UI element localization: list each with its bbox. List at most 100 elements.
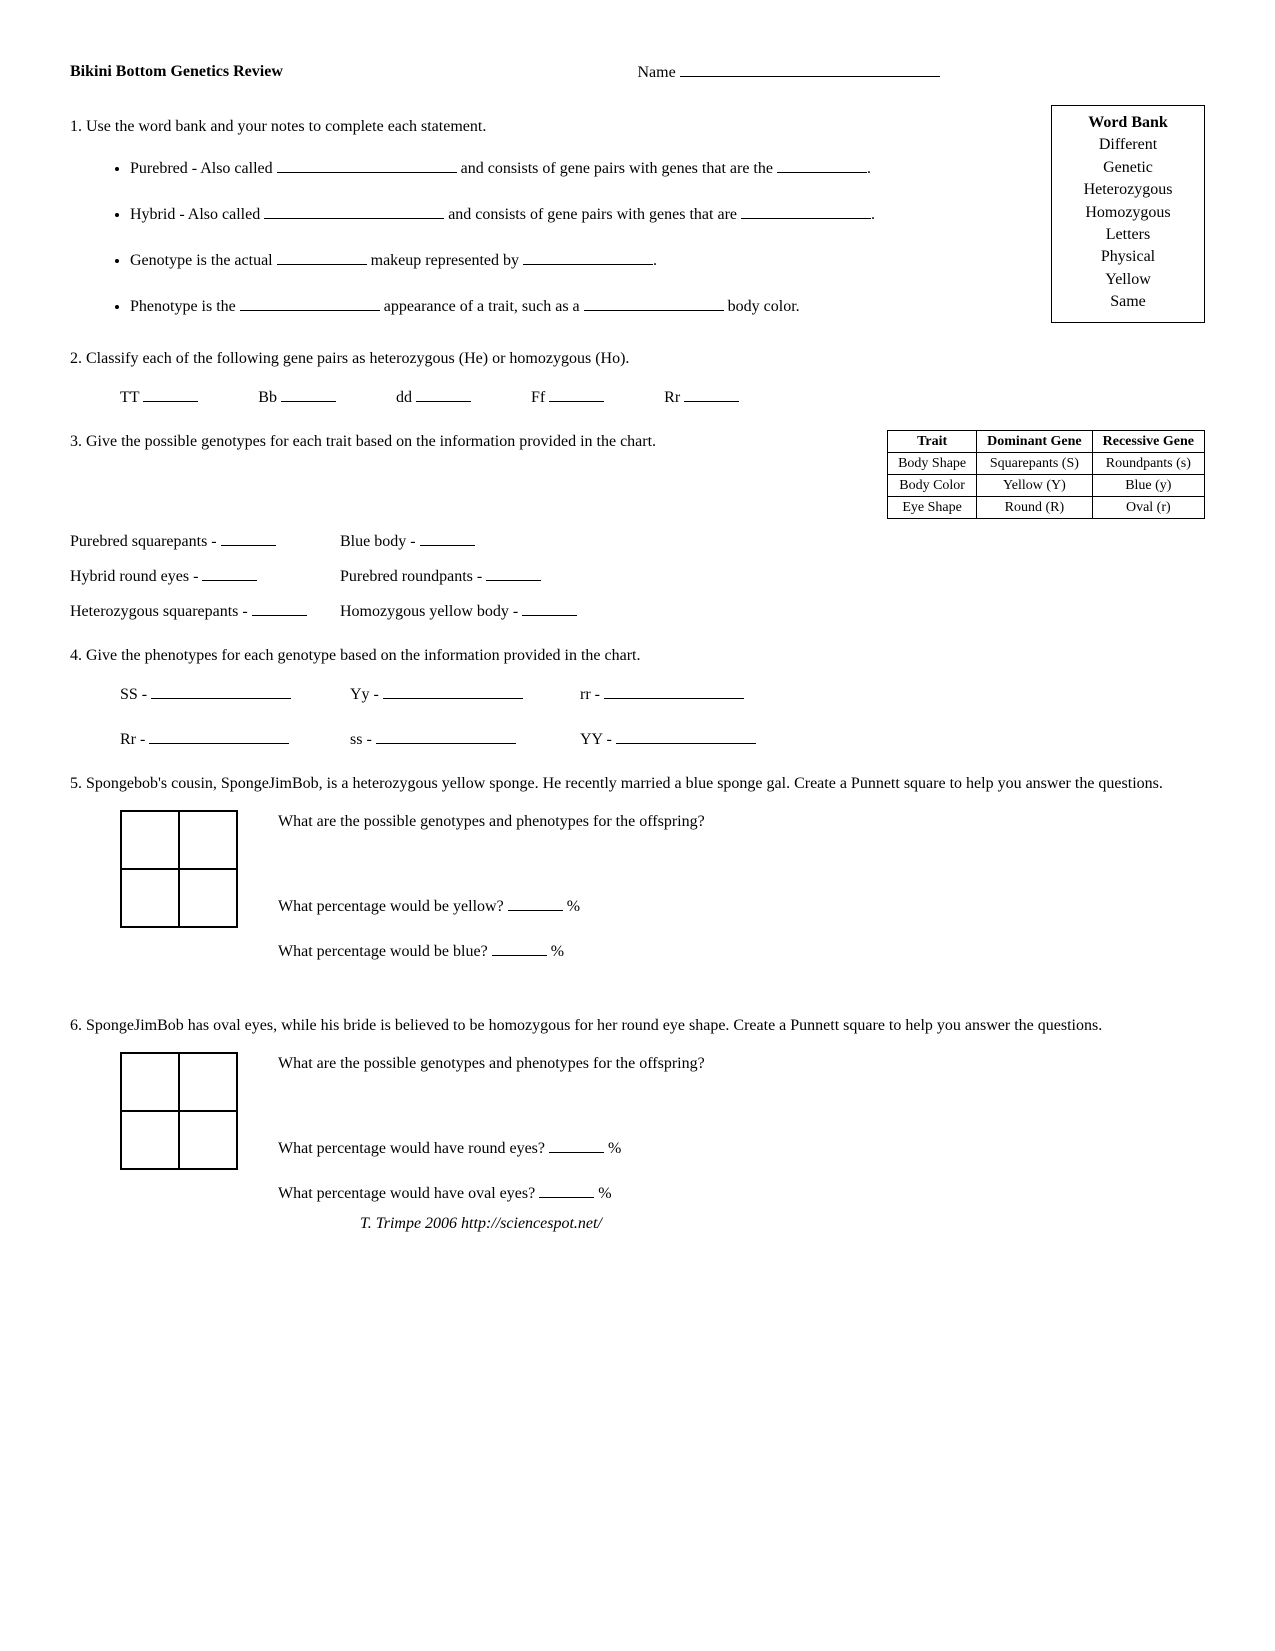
word-bank-item: Same xyxy=(1068,291,1188,313)
q6-sub-c: What percentage would have oval eyes? % xyxy=(278,1181,1205,1206)
word-bank-item: Different xyxy=(1068,134,1188,156)
gene-pair: TT xyxy=(120,385,198,410)
blank[interactable] xyxy=(416,385,471,402)
q3-item: Heterozygous squarepants - xyxy=(70,599,340,624)
text: Genotype is the actual xyxy=(130,252,273,269)
blank[interactable] xyxy=(584,294,724,311)
text: and consists of gene pairs with genes th… xyxy=(461,160,773,177)
q3-prompt: 3. Give the possible genotypes for each … xyxy=(70,430,867,454)
q3-item: Blue body - xyxy=(340,529,610,554)
q4-item: SS - xyxy=(120,682,350,707)
blank[interactable] xyxy=(684,385,739,402)
q3-items: Purebred squarepants - Blue body - Hybri… xyxy=(70,529,1205,624)
q1-bullets: Purebred - Also called and consists of g… xyxy=(70,153,1031,323)
page-title: Bikini Bottom Genetics Review xyxy=(70,60,638,85)
text: makeup represented by xyxy=(371,252,519,269)
blank[interactable] xyxy=(151,682,291,699)
blank[interactable] xyxy=(252,599,307,616)
q1-bullet-2: Hybrid - Also called and consists of gen… xyxy=(130,199,1031,231)
blank[interactable] xyxy=(549,385,604,402)
blank[interactable] xyxy=(202,564,257,581)
blank[interactable] xyxy=(420,529,475,546)
label: What percentage would be yellow? xyxy=(278,898,504,915)
blank[interactable] xyxy=(616,727,756,744)
blank[interactable] xyxy=(486,564,541,581)
q3-item: Purebred squarepants - xyxy=(70,529,340,554)
blank[interactable] xyxy=(376,727,516,744)
label: Bb xyxy=(258,389,277,406)
name-label: Name xyxy=(638,64,676,81)
text: body color. xyxy=(728,298,800,315)
label: Homozygous yellow body - xyxy=(340,603,518,620)
label: rr - xyxy=(580,686,600,703)
pct: % xyxy=(608,1140,621,1157)
text: Hybrid - Also called xyxy=(130,206,260,223)
pct: % xyxy=(567,898,580,915)
q6-body: What are the possible genotypes and phen… xyxy=(70,1052,1205,1226)
label: SS - xyxy=(120,686,147,703)
blank[interactable] xyxy=(277,156,457,173)
q3-item: Purebred roundpants - xyxy=(340,564,610,589)
blank[interactable] xyxy=(240,294,380,311)
name-field: Name xyxy=(638,60,1206,85)
table-header: Recessive Gene xyxy=(1092,431,1204,453)
trait-table: Trait Dominant Gene Recessive Gene Body … xyxy=(887,430,1205,519)
q1-prompt: 1. Use the word bank and your notes to c… xyxy=(70,115,1031,139)
q1-bullet-4: Phenotype is the appearance of a trait, … xyxy=(130,291,1031,323)
gene-pair: Ff xyxy=(531,385,604,410)
word-bank-item: Homozygous xyxy=(1068,202,1188,224)
cell: Yellow (Y) xyxy=(977,475,1093,497)
blank[interactable] xyxy=(508,894,563,911)
blank[interactable] xyxy=(777,156,867,173)
table-row: Body Shape Squarepants (S) Roundpants (s… xyxy=(888,453,1205,475)
cell: Round (R) xyxy=(977,497,1093,519)
label: What percentage would have oval eyes? xyxy=(278,1185,535,1202)
word-bank-item: Genetic xyxy=(1068,157,1188,179)
text: and consists of gene pairs with genes th… xyxy=(448,206,737,223)
table-row: Eye Shape Round (R) Oval (r) xyxy=(888,497,1205,519)
label: Yy - xyxy=(350,686,379,703)
blank[interactable] xyxy=(264,202,444,219)
label: Blue body - xyxy=(340,533,416,550)
word-bank-title: Word Bank xyxy=(1068,112,1188,134)
q2-pairs: TT Bb dd Ff Rr xyxy=(120,385,1205,410)
q6-sub-b: What percentage would have round eyes? % xyxy=(278,1136,1205,1161)
name-blank[interactable] xyxy=(680,60,940,77)
blank[interactable] xyxy=(277,248,367,265)
header: Bikini Bottom Genetics Review Name xyxy=(70,60,1205,85)
blank[interactable] xyxy=(523,248,653,265)
q4-prompt: 4. Give the phenotypes for each genotype… xyxy=(70,644,1205,668)
q6-questions: What are the possible genotypes and phen… xyxy=(278,1052,1205,1226)
q6-sub-a: What are the possible genotypes and phen… xyxy=(278,1052,1205,1076)
label: Rr xyxy=(664,389,680,406)
blank[interactable] xyxy=(522,599,577,616)
label: Heterozygous squarepants - xyxy=(70,603,248,620)
cell: Body Color xyxy=(888,475,977,497)
blank[interactable] xyxy=(741,202,871,219)
blank[interactable] xyxy=(549,1136,604,1153)
blank[interactable] xyxy=(143,385,198,402)
gene-pair: dd xyxy=(396,385,471,410)
blank[interactable] xyxy=(221,529,276,546)
question-3: 3. Give the possible genotypes for each … xyxy=(70,430,1205,519)
pct: % xyxy=(551,943,564,960)
cell: Roundpants (s) xyxy=(1092,453,1204,475)
text: appearance of a trait, such as a xyxy=(384,298,580,315)
label: What percentage would be blue? xyxy=(278,943,488,960)
label: What percentage would have round eyes? xyxy=(278,1140,545,1157)
blank[interactable] xyxy=(281,385,336,402)
blank[interactable] xyxy=(539,1181,594,1198)
table-header: Dominant Gene xyxy=(977,431,1093,453)
q4-item: ss - xyxy=(350,727,580,752)
punnett-square[interactable] xyxy=(120,1052,238,1170)
q1-bullet-3: Genotype is the actual makeup represente… xyxy=(130,245,1031,277)
blank[interactable] xyxy=(383,682,523,699)
pct: % xyxy=(598,1185,611,1202)
q4-item: YY - xyxy=(580,727,810,752)
punnett-square[interactable] xyxy=(120,810,238,928)
q4-items: SS - Yy - rr - Rr - ss - YY - xyxy=(120,682,1205,752)
word-bank-item: Physical xyxy=(1068,246,1188,268)
blank[interactable] xyxy=(604,682,744,699)
blank[interactable] xyxy=(149,727,289,744)
blank[interactable] xyxy=(492,939,547,956)
